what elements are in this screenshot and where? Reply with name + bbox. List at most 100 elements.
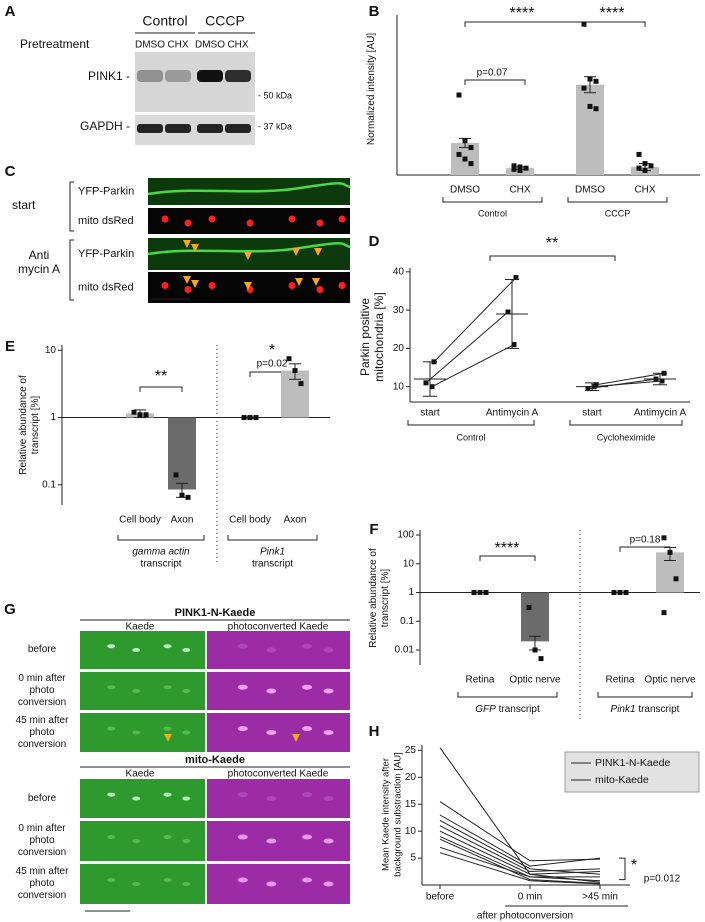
row-label: before — [27, 644, 57, 655]
micrograph — [80, 864, 205, 904]
column-header: Kaede — [126, 769, 155, 780]
annotation: ** — [546, 235, 558, 252]
x-tick-label: CHX — [509, 185, 530, 196]
data-point — [185, 494, 191, 500]
arrowhead — [292, 248, 300, 256]
y-axis-label: Relative abundance of transcript [%] — [368, 548, 391, 648]
parkin-signal — [147, 242, 351, 256]
arrowhead — [164, 734, 172, 742]
data-point — [483, 590, 489, 596]
column-header: photoconverted Kaede — [228, 769, 329, 780]
signal — [302, 877, 313, 883]
data-point — [143, 412, 149, 418]
significance-bracket — [619, 857, 626, 881]
group-name: Pink1 — [611, 704, 636, 715]
data-point — [462, 156, 468, 162]
signal — [132, 689, 141, 693]
protein-label: GAPDH - — [80, 119, 130, 133]
signal — [302, 726, 313, 732]
data-point — [611, 590, 617, 596]
signal — [302, 834, 313, 840]
y-tick-label: 20 — [405, 772, 417, 783]
signal — [323, 730, 334, 735]
signal — [107, 726, 116, 731]
group-label: Pink1 transcript — [611, 704, 680, 715]
mitochondrion — [338, 215, 346, 223]
signal — [182, 730, 191, 735]
x-axis-label: after photoconversion — [477, 911, 573, 922]
row-label: 0 min after photo conversion — [17, 823, 67, 858]
group-label: Control — [142, 13, 187, 29]
data-point — [137, 412, 143, 418]
signal — [237, 726, 248, 732]
data-point — [587, 103, 593, 109]
arrowhead — [191, 280, 199, 288]
band — [165, 124, 191, 133]
series-line — [439, 852, 601, 885]
data-point — [286, 356, 292, 362]
data-point — [247, 415, 253, 421]
signal — [132, 730, 141, 735]
data-point — [581, 85, 587, 91]
x-tick-label: Cell body — [119, 515, 161, 526]
channel-label: mito dsRed — [78, 215, 134, 227]
signal — [323, 796, 334, 801]
data-point — [513, 275, 519, 281]
condition-label: start — [12, 198, 36, 212]
y-tick-label: 15 — [405, 799, 417, 810]
arrowhead — [244, 282, 252, 290]
x-tick-label: CHX — [634, 185, 655, 196]
micrograph — [80, 821, 205, 861]
data-point — [298, 381, 304, 387]
y-tick-label: 25 — [405, 745, 417, 756]
y-axis-label: Parkin positive mitochondria [%] — [358, 292, 386, 382]
data-point — [511, 342, 517, 348]
data-point — [456, 92, 462, 98]
signal — [266, 838, 277, 844]
y-axis-label: Relative abundance of transcript [%] — [18, 375, 41, 475]
data-point — [241, 415, 247, 421]
y-tick-label: 10 — [45, 345, 57, 356]
signal — [266, 647, 277, 653]
signal — [132, 882, 141, 886]
data-point — [623, 590, 629, 596]
bracket — [69, 181, 74, 232]
column-header: photoconverted Kaede — [228, 622, 329, 633]
lane-label: CHX — [227, 40, 248, 51]
data-point — [642, 167, 648, 173]
signal — [132, 796, 141, 801]
group-bracket — [457, 692, 558, 698]
data-point — [659, 378, 665, 384]
data-point — [538, 656, 544, 662]
data-point — [636, 165, 642, 171]
y-tick-label: 5 — [410, 853, 416, 864]
data-point — [581, 21, 587, 27]
data-point — [661, 535, 667, 541]
legend-label: mito-Kaede — [595, 774, 649, 786]
mitochondrion — [316, 219, 324, 227]
group-name: Pink1 — [260, 547, 285, 558]
group-label: CCCP — [205, 13, 245, 29]
signal — [302, 643, 313, 649]
data-point — [173, 472, 179, 478]
signal — [266, 730, 277, 735]
signal — [107, 835, 116, 839]
group-name: GFP — [475, 704, 496, 715]
bracket — [479, 555, 536, 561]
row-label: 45 min after photo conversion — [15, 714, 69, 750]
group-bracket — [567, 197, 668, 203]
panel-letter: B — [369, 3, 380, 20]
annotation: p=0.012 — [644, 874, 681, 885]
data-point — [517, 164, 523, 170]
band — [137, 124, 163, 133]
band — [137, 70, 163, 82]
signal — [163, 835, 172, 839]
data-point — [505, 309, 511, 315]
data-point — [523, 165, 529, 171]
data-point — [667, 549, 673, 555]
bracket — [464, 21, 586, 27]
arrowhead — [191, 244, 199, 252]
annotation: p=0.18 — [630, 535, 661, 546]
series-line — [439, 825, 601, 873]
lane-label: DMSO — [195, 40, 225, 51]
